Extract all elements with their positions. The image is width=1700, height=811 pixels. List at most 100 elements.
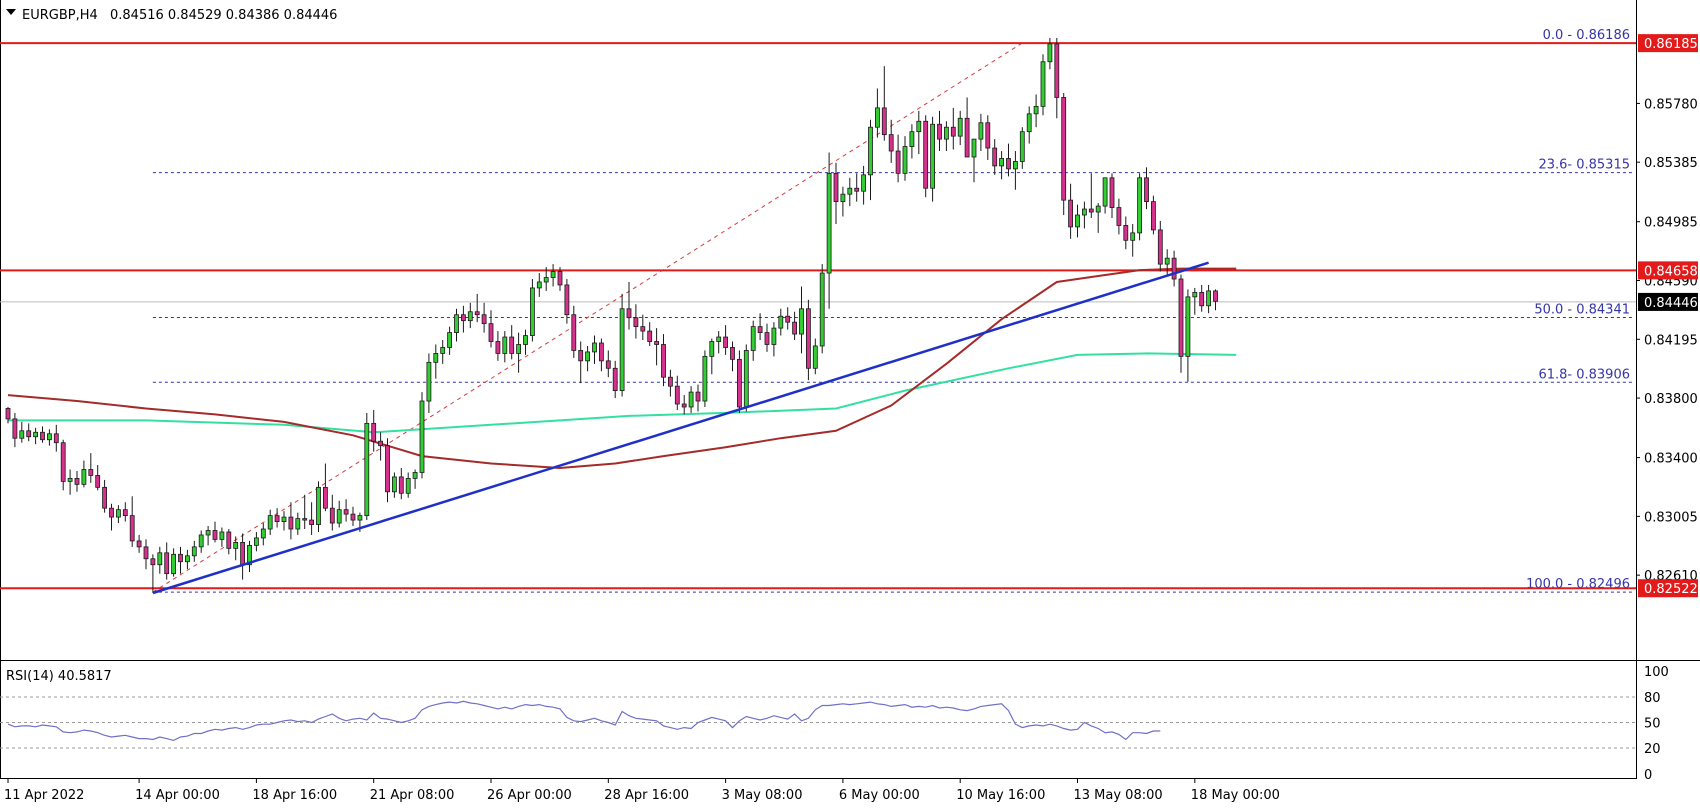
candle-body: [488, 323, 494, 342]
candle: [1013, 151, 1018, 190]
candle: [198, 530, 204, 553]
candle-body: [750, 326, 756, 351]
candle-body: [1102, 177, 1108, 207]
candle-body: [847, 187, 853, 195]
candle: [247, 540, 252, 573]
candle: [978, 113, 984, 152]
candle-body: [1109, 177, 1115, 208]
candle: [371, 409, 377, 452]
candle-body: [116, 509, 121, 518]
candle-body: [405, 478, 411, 494]
candle-body: [122, 509, 128, 517]
candle-body: [626, 308, 632, 319]
candle-body: [40, 431, 45, 441]
candle-body: [60, 442, 66, 482]
candle-body: [47, 433, 52, 441]
candle: [812, 338, 818, 375]
fib-level-label: 23.6- 0.85315: [1538, 158, 1630, 173]
candle: [129, 496, 135, 547]
candle-body: [564, 284, 570, 316]
candle: [481, 302, 487, 333]
candle-body: [371, 422, 377, 442]
candle-body: [150, 558, 156, 566]
candle-body: [978, 122, 984, 140]
candle-body: [481, 314, 487, 325]
rsi-pane: 100 80 50 20 0: [0, 665, 1669, 783]
candle-body: [647, 330, 653, 342]
candle: [184, 549, 190, 570]
candle-body: [536, 281, 542, 289]
candle: [681, 395, 687, 415]
candle: [716, 331, 722, 354]
candle-body: [1047, 43, 1053, 63]
candle-body: [1171, 257, 1177, 280]
candle: [109, 503, 114, 531]
candle-body: [937, 123, 942, 140]
candle-body: [964, 117, 970, 158]
candle-body: [737, 358, 742, 408]
candle: [806, 299, 811, 381]
candle-body: [281, 516, 287, 522]
time-axis-label: 3 May 08:00: [722, 788, 803, 803]
candle: [219, 527, 225, 547]
time-axis-label: 26 Apr 00:00: [487, 788, 572, 803]
candle-body: [1013, 161, 1018, 170]
candle-body: [985, 122, 991, 149]
time-axis: 11 Apr 2022 14 Apr 00:00 18 Apr 16:00 21 Ap…: [4, 778, 1280, 803]
price-axis: 0.857800.853850.849850.845900.841950.838…: [1636, 34, 1698, 598]
candle-body: [709, 341, 715, 357]
candle: [599, 338, 604, 372]
candle-body: [1213, 290, 1218, 302]
candle-body: [178, 553, 183, 563]
candle: [1082, 201, 1087, 229]
candle: [460, 305, 466, 333]
candle-body: [288, 516, 294, 530]
candle: [454, 308, 459, 342]
candle: [1068, 183, 1073, 239]
candle-body: [454, 314, 459, 333]
candle: [426, 353, 432, 413]
candle-body: [357, 515, 363, 521]
candle-body: [509, 336, 515, 354]
candle-body: [385, 445, 390, 493]
candle-body: [219, 531, 225, 540]
time-axis-label: 14 Apr 00:00: [135, 788, 220, 803]
menu-triangle-icon[interactable]: [6, 9, 16, 15]
candle-body: [433, 353, 439, 363]
candle: [1054, 37, 1060, 119]
candle: [322, 463, 328, 512]
candle: [964, 97, 970, 158]
rsi-axis-label: 0: [1644, 768, 1652, 783]
candle-body: [888, 134, 894, 152]
ohlc-values: 0.84516 0.84529 0.84386 0.84446: [110, 8, 337, 23]
candle-body: [1068, 199, 1073, 228]
candle-body: [495, 341, 501, 354]
candle: [391, 472, 397, 498]
candle-body: [74, 478, 80, 485]
rsi-line: [7, 700, 1161, 742]
candle: [116, 505, 121, 524]
candle-body: [819, 272, 825, 347]
candle: [171, 548, 177, 577]
candle-body: [799, 308, 804, 335]
candle: [757, 313, 763, 341]
candle-body: [95, 475, 101, 488]
fib-level-label: 61.8- 0.83906: [1538, 367, 1630, 382]
candle-body: [184, 555, 190, 563]
candle: [550, 264, 556, 287]
candle-body: [33, 431, 38, 438]
candle: [702, 350, 708, 407]
candle: [695, 384, 701, 412]
candle: [122, 502, 128, 522]
candle-body: [1137, 177, 1142, 234]
candle: [81, 460, 87, 488]
support-trendline: [152, 261, 1209, 595]
candle-body: [743, 350, 749, 408]
candle-body: [571, 314, 577, 351]
candle-body: [688, 391, 694, 408]
candle: [1026, 106, 1032, 144]
price-axis-label: 0.83400: [1644, 452, 1698, 467]
candle-body: [240, 542, 246, 566]
candle-body: [771, 327, 777, 345]
